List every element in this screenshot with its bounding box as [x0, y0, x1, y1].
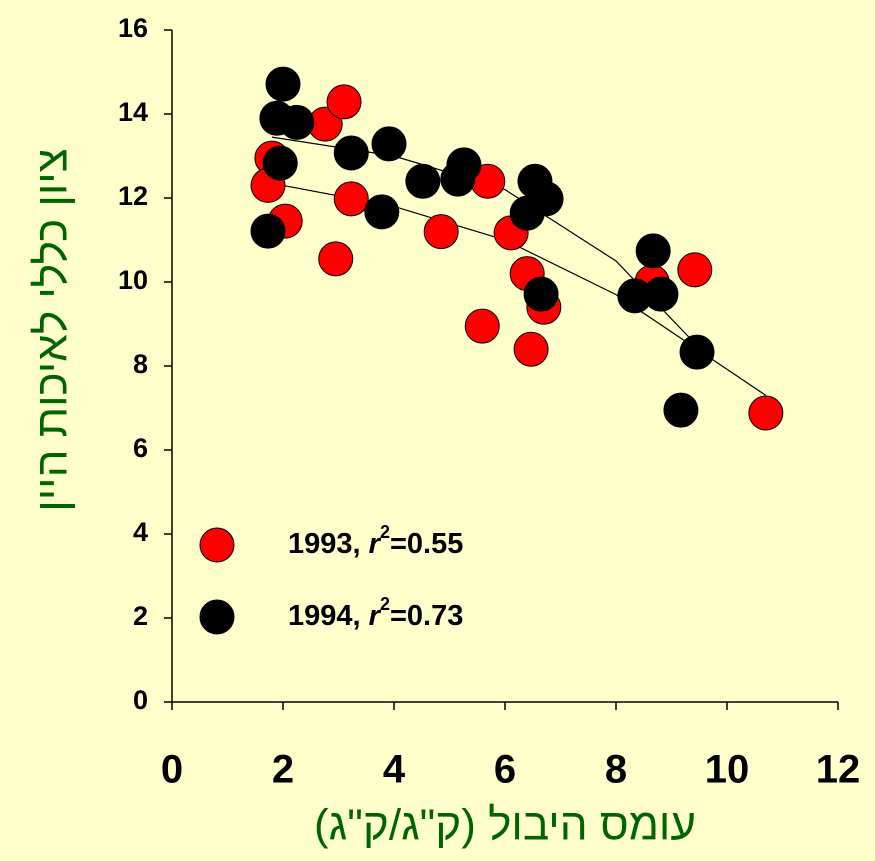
point — [440, 161, 476, 197]
point — [643, 276, 679, 312]
legend-name: 1994 — [288, 600, 353, 632]
y-tick-label: 6 — [133, 433, 148, 463]
x-tick-label: 8 — [605, 748, 627, 792]
y-axis-label: ציון כללי לאיכות היין — [28, 148, 77, 511]
legend-sep: , — [353, 600, 369, 632]
point — [423, 214, 459, 250]
y-tick-label: 14 — [118, 97, 148, 127]
point — [464, 308, 500, 344]
point — [635, 233, 671, 269]
point — [250, 213, 286, 249]
legend-marker — [199, 527, 235, 563]
y-tick-label: 0 — [133, 685, 148, 715]
point — [679, 334, 715, 370]
point — [279, 104, 315, 140]
x-tick-label: 6 — [494, 748, 516, 792]
point — [405, 163, 441, 199]
point — [265, 66, 301, 102]
legend-var: r — [369, 600, 382, 632]
x-tick-label: 4 — [383, 748, 406, 792]
x-tick-label: 10 — [705, 748, 750, 792]
x-axis-label: עומס היבול (ק"ג/ק"ג) — [314, 801, 696, 850]
y-tick-label: 2 — [133, 601, 148, 631]
point — [663, 392, 699, 428]
point — [371, 126, 407, 162]
legend-exp: 2 — [380, 594, 390, 614]
legend-name: 1993 — [288, 528, 353, 560]
legend-marker — [199, 599, 235, 635]
point — [364, 194, 400, 230]
y-tick-label: 12 — [118, 181, 148, 211]
point — [326, 84, 362, 120]
y-tick-label: 10 — [118, 265, 148, 295]
point — [677, 252, 713, 288]
legend-var: r — [369, 528, 382, 560]
x-tick-label: 2 — [272, 748, 294, 792]
point — [333, 181, 369, 217]
point — [748, 395, 784, 431]
point — [333, 135, 369, 171]
x-tick-label: 12 — [816, 748, 861, 792]
legend-value: =0.73 — [390, 600, 463, 632]
legend-sep: , — [353, 528, 369, 560]
point — [318, 241, 354, 277]
legend-value: =0.55 — [390, 528, 463, 560]
legend-label: 1993, r2=0.55 — [288, 522, 463, 560]
point — [262, 145, 298, 181]
legend-label: 1994, r2=0.73 — [288, 594, 463, 632]
y-tick-label: 4 — [133, 517, 148, 547]
y-tick-label: 16 — [118, 13, 148, 43]
point — [509, 195, 545, 231]
y-tick-label: 8 — [133, 349, 148, 379]
point — [523, 276, 559, 312]
point — [513, 331, 549, 367]
x-tick-label: 0 — [161, 748, 183, 792]
legend-exp: 2 — [380, 522, 390, 542]
